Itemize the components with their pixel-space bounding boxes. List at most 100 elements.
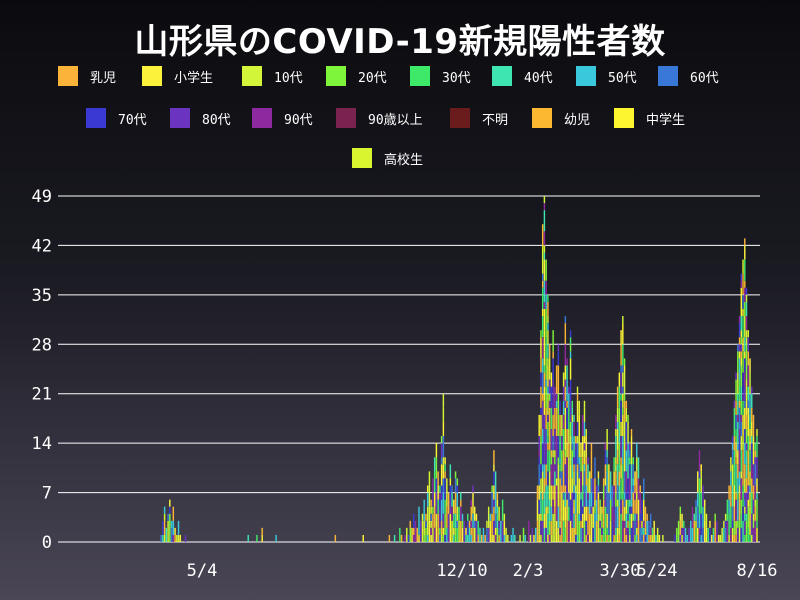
bar-segment xyxy=(582,457,584,465)
y-axis-ticks: 0 7 14 21 28 35 42 49 xyxy=(32,187,52,553)
bar-segment xyxy=(740,280,743,288)
bar-segment xyxy=(751,407,753,422)
bar-segment xyxy=(639,485,641,493)
bar-segment xyxy=(649,527,652,535)
bar-segment xyxy=(738,520,741,528)
bar-segment xyxy=(548,520,551,535)
bar-segment xyxy=(494,492,497,514)
bar-segment xyxy=(545,485,547,507)
bar-segment xyxy=(738,527,741,542)
bar-segment xyxy=(683,527,685,542)
bar-segment xyxy=(564,400,567,408)
bar-segment xyxy=(334,534,337,542)
bar-segment xyxy=(740,400,743,415)
bar-segment xyxy=(566,457,568,479)
bar-segment xyxy=(540,436,542,444)
bar-segment xyxy=(543,534,546,542)
bar-segment xyxy=(756,492,758,500)
bar-segment xyxy=(632,478,634,486)
bar-segment xyxy=(510,534,513,542)
bar-segment xyxy=(749,372,751,394)
bar-segment xyxy=(547,330,549,345)
bar-segment xyxy=(541,316,544,338)
bar-segment xyxy=(538,513,540,535)
bar-segment xyxy=(446,527,448,535)
bar-segment xyxy=(541,372,544,394)
bar-segment xyxy=(498,520,500,528)
bar-segment xyxy=(749,450,751,472)
bar-segment xyxy=(627,520,629,528)
bar-segment xyxy=(679,534,682,542)
bar-segment xyxy=(494,471,497,486)
bar-segment xyxy=(637,499,640,521)
bar-segment xyxy=(733,471,736,486)
x-tick-label: 8/16 xyxy=(737,561,778,581)
bar-segment xyxy=(735,534,737,542)
bar-segment xyxy=(744,287,746,302)
bar-segment xyxy=(698,492,701,514)
bar-segment xyxy=(578,520,580,542)
bar-segment xyxy=(726,499,729,514)
bar-segment xyxy=(491,534,493,542)
bar-segment xyxy=(752,464,755,486)
bar-segment xyxy=(740,414,743,422)
bar-segment xyxy=(630,464,633,486)
legend-swatch-10s xyxy=(242,66,262,86)
bar-segment xyxy=(571,478,574,493)
bar-segment xyxy=(622,457,624,465)
bar-segment xyxy=(400,534,403,542)
bar-segment xyxy=(447,513,450,535)
bar-segment xyxy=(541,520,544,542)
bar-segment xyxy=(547,471,549,486)
bar-segment xyxy=(540,337,542,359)
y-tick-label: 21 xyxy=(32,385,52,405)
bar-segment xyxy=(592,506,594,528)
bar-segment xyxy=(578,457,580,465)
bar-segment xyxy=(545,323,547,338)
bar-segment xyxy=(543,259,546,281)
bar-segment xyxy=(545,280,547,295)
bar-segment xyxy=(597,471,600,479)
bar-segment xyxy=(564,386,567,401)
bar-segment xyxy=(752,450,755,465)
bar-segment xyxy=(440,485,443,500)
legend-item-junior-high: 中学生 xyxy=(614,108,685,128)
bar-segment xyxy=(756,429,758,437)
bar-segment xyxy=(538,485,540,500)
bar-segment xyxy=(160,534,162,542)
bar-segment xyxy=(609,499,612,521)
bar-segment xyxy=(568,429,570,444)
bar-segment xyxy=(578,478,580,493)
bar-segment xyxy=(744,301,746,317)
bar-segment xyxy=(573,471,575,486)
bar-segment xyxy=(261,534,263,542)
bar-segment xyxy=(637,457,640,479)
bar-segment xyxy=(589,513,591,535)
bar-segment xyxy=(554,527,556,542)
bar-segment xyxy=(564,485,567,493)
bar-segment xyxy=(616,414,619,422)
bar-segment xyxy=(756,478,758,493)
bar-segment xyxy=(749,414,751,422)
bar-segment xyxy=(477,520,479,535)
bar-segment xyxy=(740,527,743,542)
bar-segment xyxy=(474,506,476,521)
legend-swatch-junior-high xyxy=(614,108,634,128)
bar-segment xyxy=(745,414,748,430)
bar-segment xyxy=(454,492,457,500)
bar-segment xyxy=(595,520,598,542)
bar-segment xyxy=(681,513,683,528)
bar-segment xyxy=(163,506,166,514)
bar-segment xyxy=(461,513,464,521)
bar-segment xyxy=(426,492,429,507)
bar-segment xyxy=(740,358,743,366)
bar-segment xyxy=(613,471,615,486)
bar-segment xyxy=(733,520,736,535)
bar-segment xyxy=(540,429,542,437)
bar-segment xyxy=(498,534,500,542)
bar-segment xyxy=(627,443,629,458)
bar-segment xyxy=(737,351,739,373)
bar-segment xyxy=(616,407,619,415)
bar-segment xyxy=(634,513,636,521)
legend-swatch-30s xyxy=(410,66,430,86)
